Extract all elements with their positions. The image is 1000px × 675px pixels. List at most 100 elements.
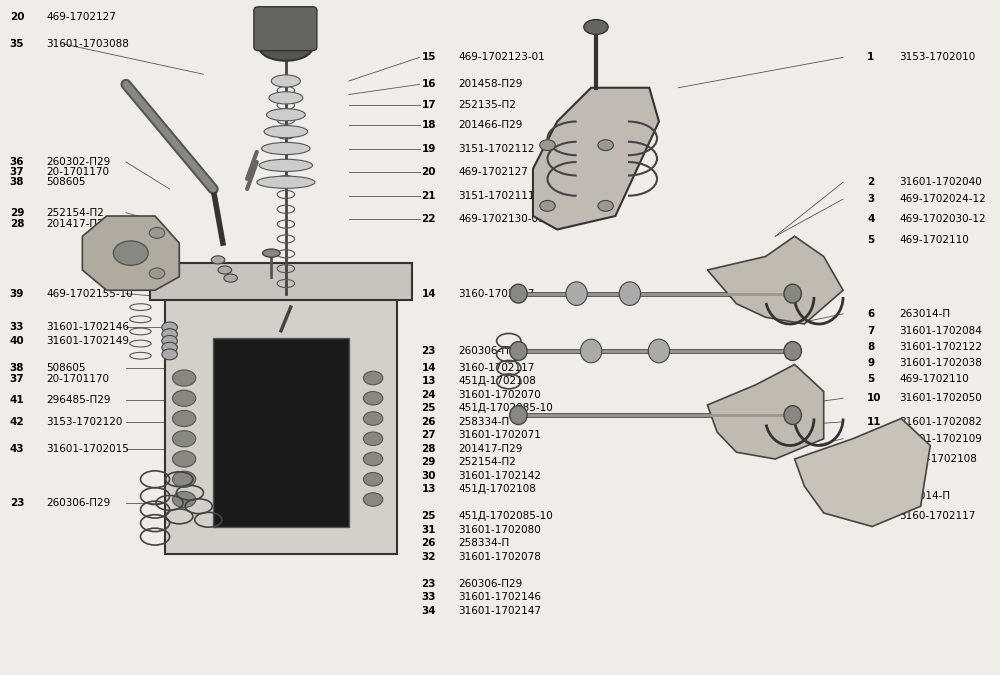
Text: 3153-1702120: 3153-1702120 xyxy=(47,417,123,427)
Text: 14: 14 xyxy=(422,289,436,298)
Text: 39: 39 xyxy=(10,289,24,298)
Circle shape xyxy=(172,390,196,406)
Text: 252154-П2: 252154-П2 xyxy=(47,208,104,217)
Text: 3160-1702117: 3160-1702117 xyxy=(458,363,535,373)
Text: 469-1702110: 469-1702110 xyxy=(899,375,969,384)
Text: 18: 18 xyxy=(422,120,436,130)
Circle shape xyxy=(363,392,383,405)
Text: 260306-П29: 260306-П29 xyxy=(458,346,523,356)
Text: 42: 42 xyxy=(10,417,24,427)
Ellipse shape xyxy=(648,339,670,363)
Text: 29: 29 xyxy=(10,208,24,217)
Circle shape xyxy=(172,410,196,427)
FancyBboxPatch shape xyxy=(165,297,397,554)
Text: 30: 30 xyxy=(422,471,436,481)
Text: 28: 28 xyxy=(422,444,436,454)
Text: 201458-П29: 201458-П29 xyxy=(458,80,523,89)
Text: 24: 24 xyxy=(422,390,436,400)
Text: 469-1702127: 469-1702127 xyxy=(47,12,116,22)
Circle shape xyxy=(172,471,196,487)
Ellipse shape xyxy=(263,249,280,257)
Text: 252135-П2: 252135-П2 xyxy=(458,100,516,109)
Ellipse shape xyxy=(566,282,587,306)
Text: 32: 32 xyxy=(422,552,436,562)
Text: 469-1702130-01: 469-1702130-01 xyxy=(458,215,545,224)
Ellipse shape xyxy=(262,142,310,155)
Ellipse shape xyxy=(264,126,308,138)
Text: 469-1702024-12: 469-1702024-12 xyxy=(899,194,986,204)
Text: 33: 33 xyxy=(10,323,24,332)
Text: 31601-1702070: 31601-1702070 xyxy=(458,390,541,400)
Ellipse shape xyxy=(224,274,237,282)
Text: 9: 9 xyxy=(867,358,874,368)
Text: 26: 26 xyxy=(422,417,436,427)
Circle shape xyxy=(172,491,196,508)
Ellipse shape xyxy=(211,256,225,264)
Text: 31601-1702071: 31601-1702071 xyxy=(458,431,541,440)
Circle shape xyxy=(113,241,148,265)
Ellipse shape xyxy=(580,339,602,363)
Text: 469-1702030-12: 469-1702030-12 xyxy=(899,214,986,223)
Text: 201417-П29: 201417-П29 xyxy=(47,219,111,229)
Ellipse shape xyxy=(259,159,313,171)
Text: 13: 13 xyxy=(422,377,436,386)
Text: 31: 31 xyxy=(422,525,436,535)
Text: 8: 8 xyxy=(867,342,875,352)
Text: 11: 11 xyxy=(867,417,882,427)
Text: 3151-1702111: 3151-1702111 xyxy=(458,191,535,200)
Ellipse shape xyxy=(784,406,801,425)
Text: 31601-1702050: 31601-1702050 xyxy=(899,394,982,403)
Text: 451Д-1702085-10: 451Д-1702085-10 xyxy=(458,404,553,413)
Text: 31601-1702080: 31601-1702080 xyxy=(458,525,541,535)
Text: 258334-П: 258334-П xyxy=(458,417,510,427)
Ellipse shape xyxy=(510,342,527,360)
Text: 26: 26 xyxy=(422,539,436,548)
Text: 3153-1702010: 3153-1702010 xyxy=(899,53,976,62)
Text: 469-1702155-10: 469-1702155-10 xyxy=(47,289,133,298)
FancyBboxPatch shape xyxy=(150,263,412,300)
Text: 1: 1 xyxy=(867,53,875,62)
Ellipse shape xyxy=(510,406,527,425)
Text: 38: 38 xyxy=(10,178,24,187)
Text: 2: 2 xyxy=(867,178,875,187)
Text: 296485-П29: 296485-П29 xyxy=(47,395,111,404)
Text: 17: 17 xyxy=(422,100,436,109)
Circle shape xyxy=(162,329,177,340)
Circle shape xyxy=(363,472,383,486)
Ellipse shape xyxy=(619,282,641,306)
Text: 252154-П2: 252154-П2 xyxy=(458,458,516,467)
Text: 31601-1702146: 31601-1702146 xyxy=(458,593,541,602)
Text: 23: 23 xyxy=(422,579,436,589)
Ellipse shape xyxy=(510,284,527,303)
Text: 37: 37 xyxy=(10,375,24,384)
Text: 36: 36 xyxy=(10,157,24,167)
Text: 260306-П29: 260306-П29 xyxy=(47,498,111,508)
Text: 4: 4 xyxy=(867,214,875,223)
Text: 5: 5 xyxy=(867,235,875,244)
Circle shape xyxy=(598,200,613,211)
Text: 41: 41 xyxy=(10,395,24,404)
Text: 23: 23 xyxy=(10,498,24,508)
Text: 5: 5 xyxy=(867,375,875,384)
Ellipse shape xyxy=(266,109,305,121)
Circle shape xyxy=(162,322,177,333)
Circle shape xyxy=(363,493,383,506)
FancyBboxPatch shape xyxy=(254,7,317,51)
Text: 31601-1702084: 31601-1702084 xyxy=(899,326,982,335)
Text: 6: 6 xyxy=(867,491,875,501)
Text: 15: 15 xyxy=(422,53,436,62)
Text: 263014-П: 263014-П xyxy=(899,309,950,319)
Text: 31601-1702082: 31601-1702082 xyxy=(899,417,982,427)
Text: 20: 20 xyxy=(10,12,24,22)
Text: 6: 6 xyxy=(867,309,875,319)
Text: 31601-1702109: 31601-1702109 xyxy=(899,434,982,443)
Text: 201466-П29: 201466-П29 xyxy=(458,120,523,130)
Text: 12: 12 xyxy=(867,434,882,443)
Text: 31601-1702040: 31601-1702040 xyxy=(899,178,982,187)
Circle shape xyxy=(172,370,196,386)
Ellipse shape xyxy=(584,20,608,34)
Circle shape xyxy=(363,412,383,425)
Text: 31601-1702078: 31601-1702078 xyxy=(458,552,541,562)
Ellipse shape xyxy=(259,34,313,61)
Text: 451Д-1702108: 451Д-1702108 xyxy=(458,485,536,494)
